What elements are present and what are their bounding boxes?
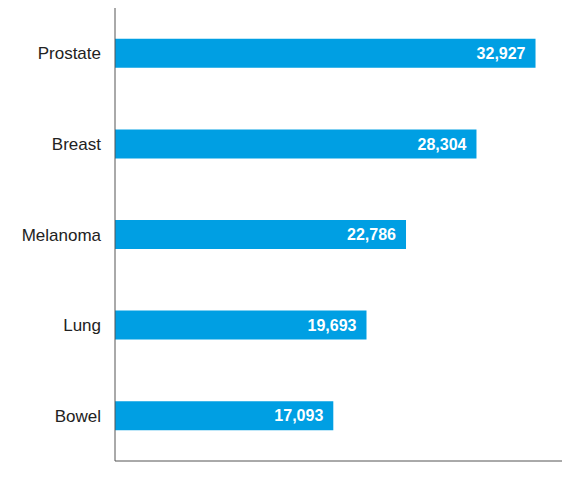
svg-text:Bowel: Bowel bbox=[55, 407, 101, 426]
svg-text:19,693: 19,693 bbox=[308, 317, 357, 334]
svg-text:Breast: Breast bbox=[52, 135, 101, 154]
svg-text:17,093: 17,093 bbox=[274, 407, 323, 424]
svg-text:22,786: 22,786 bbox=[347, 226, 396, 243]
svg-text:Melanoma: Melanoma bbox=[22, 226, 102, 245]
svg-text:Lung: Lung bbox=[63, 316, 101, 335]
svg-text:32,927: 32,927 bbox=[477, 45, 526, 62]
svg-text:28,304: 28,304 bbox=[418, 136, 467, 153]
svg-text:Prostate: Prostate bbox=[38, 44, 101, 63]
